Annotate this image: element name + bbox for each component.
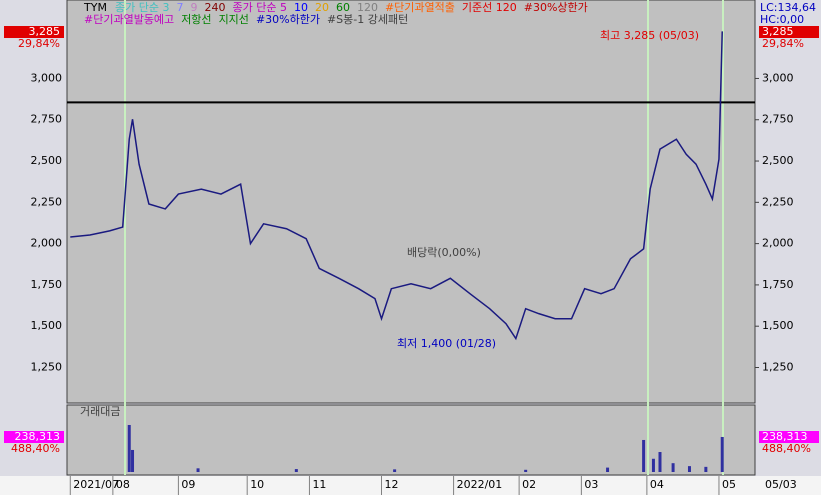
price-box	[4, 26, 64, 38]
last-price: 3,285	[762, 25, 794, 38]
x-tick-label: 08	[116, 478, 130, 491]
high-annotation: 최고 3,285 (05/03)	[600, 29, 699, 42]
volume-box	[4, 431, 64, 443]
x-axis-panel	[0, 476, 821, 495]
y-tick-label: 3,000	[31, 71, 63, 84]
legend-item: 20	[315, 1, 329, 14]
volume-panel	[66, 404, 756, 476]
legend-item: 120	[357, 1, 378, 14]
y-tick-label: 2,000	[762, 237, 794, 250]
change-label: 29,84%	[762, 37, 804, 50]
volume-bar	[671, 463, 675, 472]
y-tick-label: 2,250	[762, 195, 794, 208]
y-tick-label: 2,750	[762, 113, 794, 126]
volume-ratio: 488,40%	[762, 442, 811, 455]
y-tick-label: 1,750	[762, 278, 794, 291]
legend-item: 10	[294, 1, 308, 14]
chart-title: TYM	[83, 1, 107, 14]
price-panel	[66, 0, 756, 404]
legend-item: #S봉-1 강세패턴	[327, 13, 408, 26]
x-tick-label: 2021/07	[73, 478, 119, 491]
volume-bar	[704, 466, 708, 472]
volume-bar	[658, 452, 662, 472]
volume-last: 238,313	[762, 430, 808, 443]
x-tick-label: 12	[385, 478, 399, 491]
legend-item: 240	[204, 1, 225, 14]
x-tick-label: 11	[312, 478, 326, 491]
y-tick-label: 2,750	[31, 113, 63, 126]
x-tick-label: 02	[522, 478, 536, 491]
volume-bar	[127, 424, 131, 472]
price-line	[70, 31, 723, 341]
volume-bar	[393, 469, 397, 472]
volume-bar	[687, 466, 691, 472]
volume-bar	[720, 436, 724, 472]
dividend-annotation: 배당락(0,00%)	[407, 246, 481, 259]
volume-box	[759, 431, 819, 443]
volume-bar	[651, 458, 655, 472]
volume-bar	[294, 469, 298, 472]
y-tick-label: 3,000	[762, 71, 794, 84]
volume-bar	[606, 467, 610, 472]
last-date: 05/03	[765, 478, 797, 491]
volume-bar	[642, 439, 646, 472]
y-tick-label: 2,250	[31, 195, 63, 208]
legend-item: 7	[176, 1, 183, 14]
x-tick-label: 10	[250, 478, 264, 491]
legend-item: 60	[336, 1, 350, 14]
change-label: 29,84%	[18, 37, 60, 50]
y-tick-label: 1,500	[762, 319, 794, 332]
legend-item: 9	[190, 1, 197, 14]
x-tick-label: 05	[722, 478, 736, 491]
volume-bar	[196, 468, 200, 472]
hc-label: HC:0,00	[760, 13, 804, 26]
volume-last: 238,313	[15, 430, 61, 443]
legend-item: 기준선 120	[462, 1, 517, 14]
x-tick-label: 03	[584, 478, 598, 491]
y-tick-label: 1,250	[762, 360, 794, 373]
legend-item: 지지선	[219, 13, 249, 26]
price-box	[759, 26, 819, 38]
x-tick-label: 09	[181, 478, 195, 491]
legend-item: #30%상한가	[524, 1, 588, 14]
legend-item: #단기과열발동예고	[84, 13, 174, 26]
legend-item: #30%하한가	[256, 12, 320, 26]
lc-label: LC:134,64	[760, 1, 816, 14]
y-tick-label: 2,500	[31, 154, 63, 167]
low-annotation: 최저 1,400 (01/28)	[397, 337, 496, 350]
volume-ratio: 488,40%	[11, 442, 60, 455]
legend-item: 종가 단순 5	[232, 1, 286, 14]
legend-item: #단기과열적출	[385, 1, 455, 14]
y-tick-label: 1,500	[31, 319, 63, 332]
legend-item: 종가 단순 3	[115, 1, 169, 14]
volume-bar	[131, 449, 135, 472]
volume-title: 거래대금	[80, 405, 120, 418]
y-tick-label: 1,250	[31, 360, 63, 373]
x-tick-label: 04	[650, 478, 664, 491]
x-tick-label: 2022/01	[457, 478, 503, 491]
y-tick-label: 2,500	[762, 154, 794, 167]
last-price: 3,285	[29, 25, 61, 38]
y-tick-label: 1,750	[31, 278, 63, 291]
volume-bar	[524, 469, 528, 472]
y-tick-label: 2,000	[31, 237, 63, 250]
legend-item: 저항선	[181, 13, 211, 26]
